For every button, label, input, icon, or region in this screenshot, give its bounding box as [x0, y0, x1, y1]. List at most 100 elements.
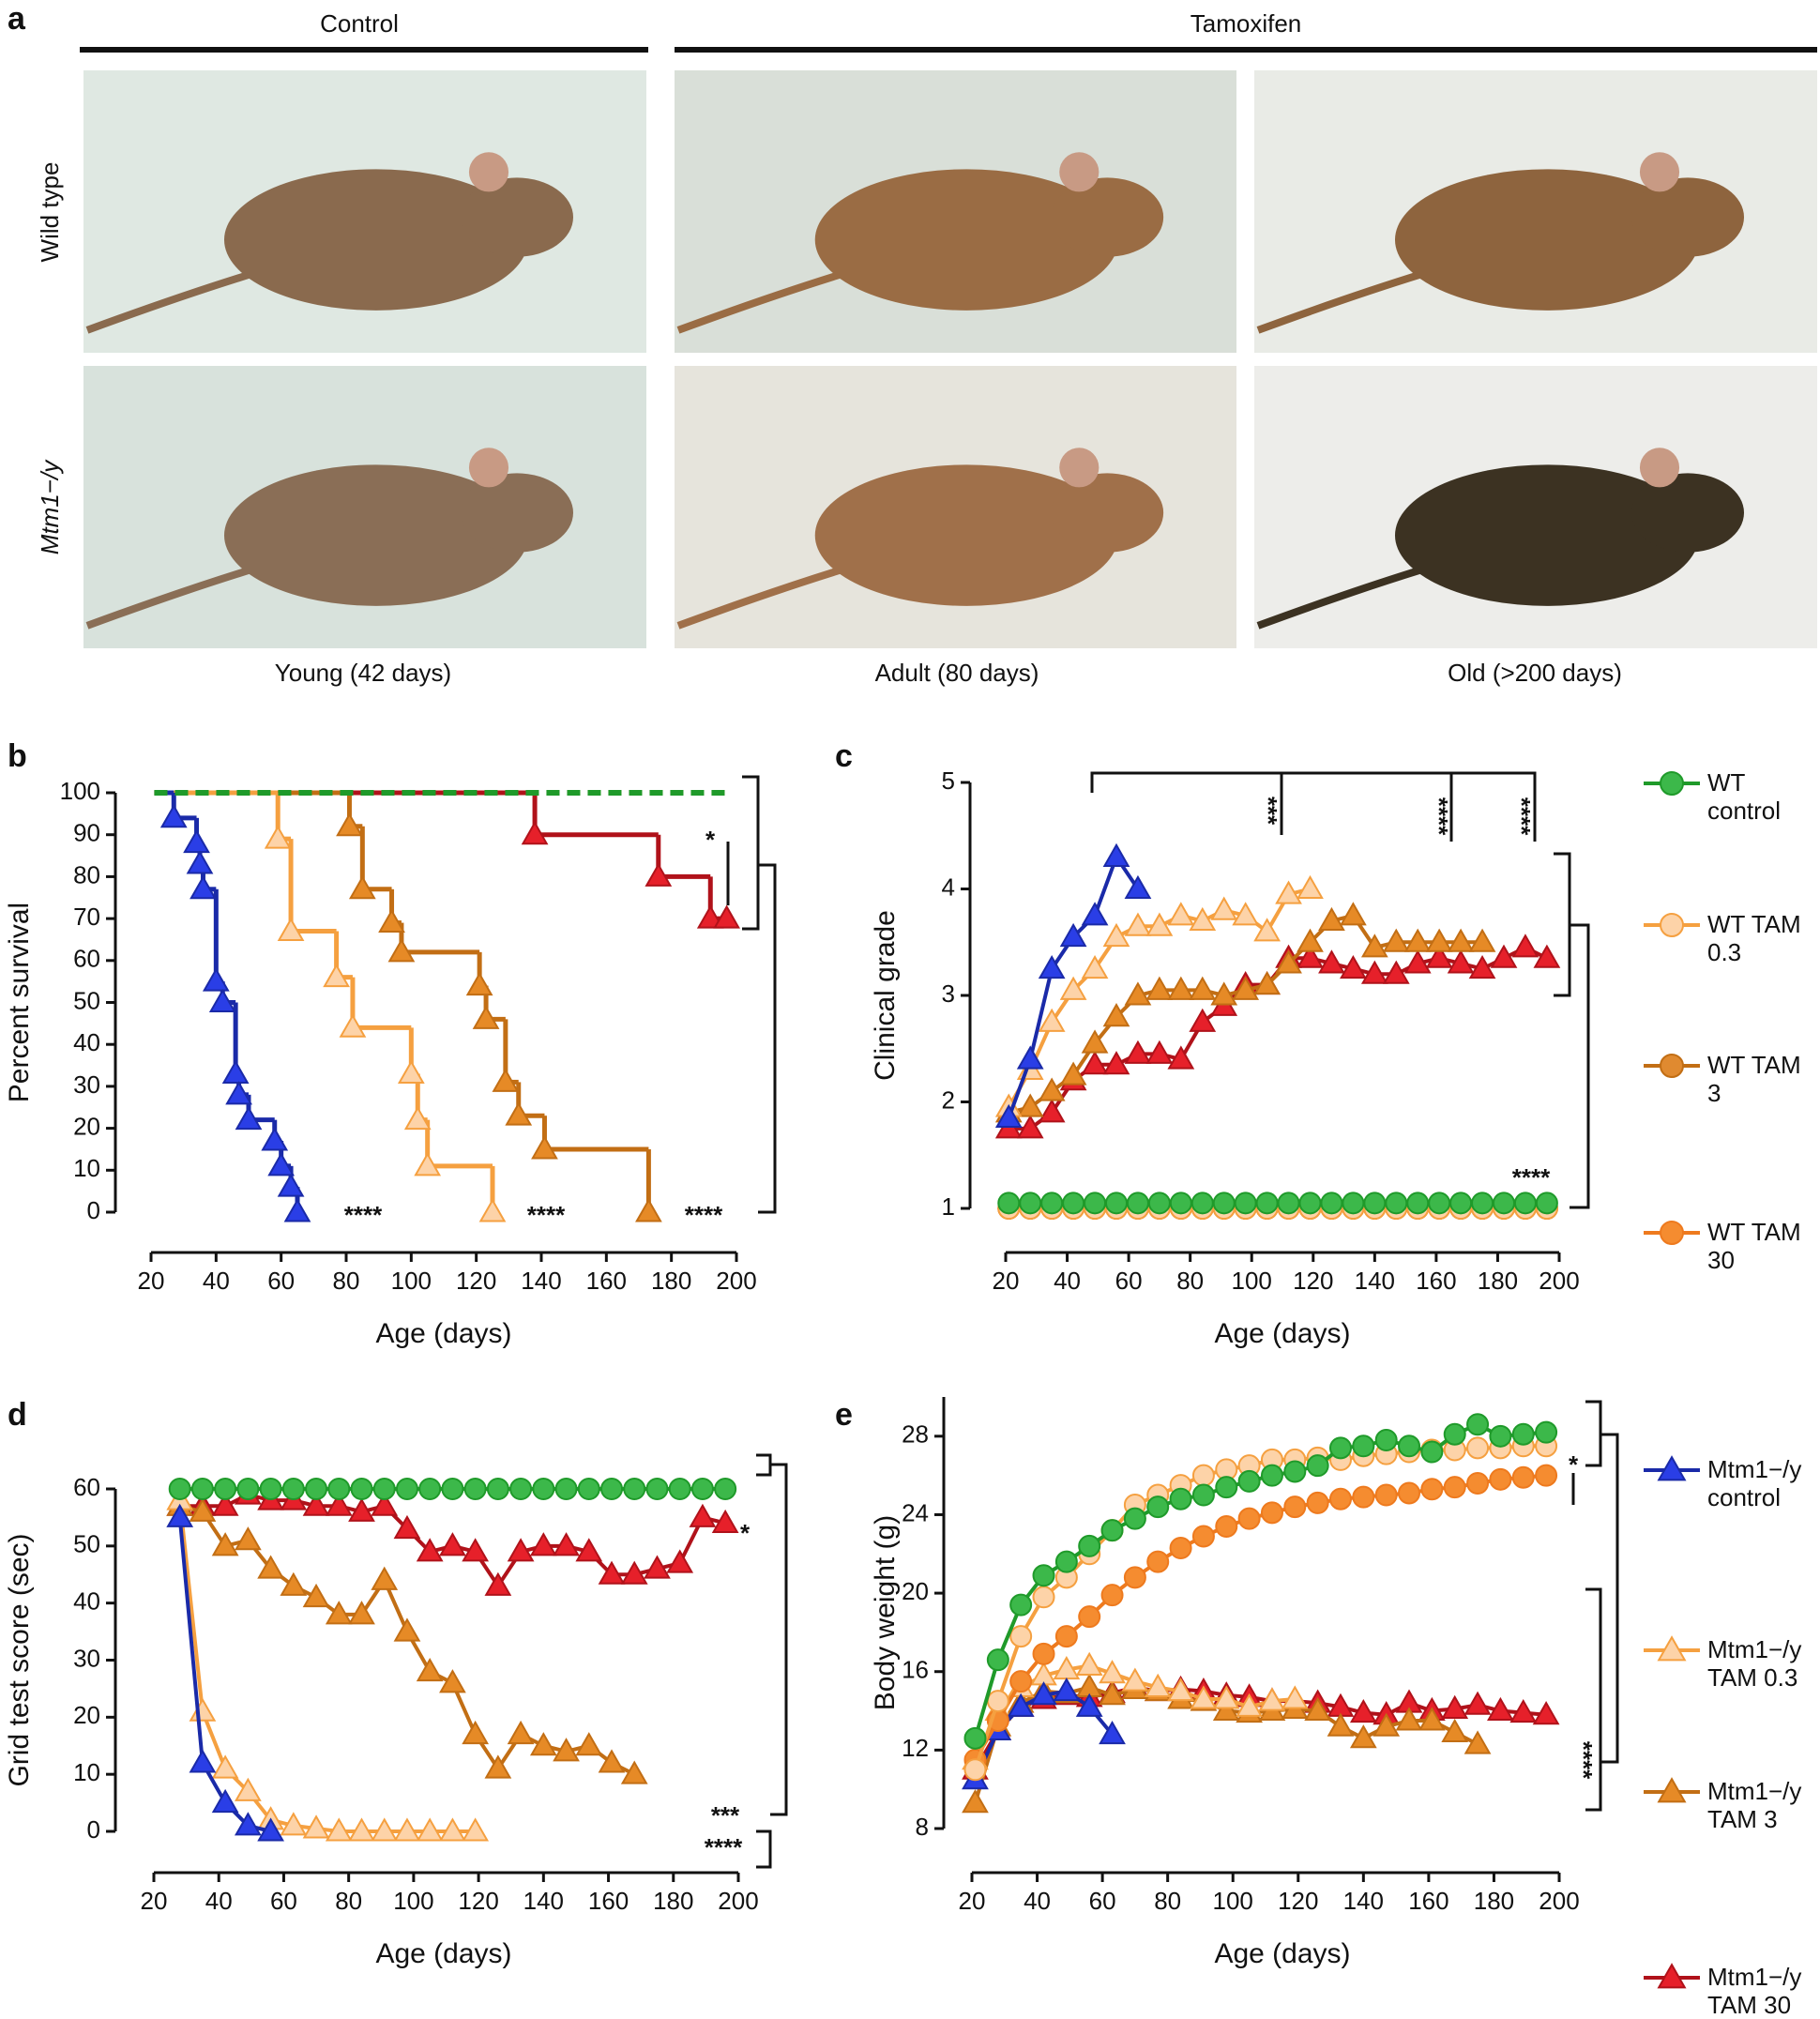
marker: [1234, 1192, 1257, 1215]
y-tick-label: 40: [73, 1028, 100, 1056]
marker: [1032, 1564, 1055, 1587]
marker: [1212, 1685, 1240, 1709]
marker: [202, 967, 230, 992]
x-tick-label: 200: [718, 1887, 758, 1915]
legend-label: Mtm1−/y TAM 0.3: [1707, 1635, 1802, 1692]
marker: [1306, 1491, 1329, 1514]
photo-ear: [468, 152, 509, 192]
marker: [1327, 1712, 1355, 1737]
photo-head: [461, 473, 573, 553]
x-tick-label: 100: [391, 1267, 432, 1295]
marker: [1054, 1625, 1078, 1648]
significance-bracket: [756, 1829, 772, 1869]
marker: [1167, 1045, 1195, 1070]
panel-letter: c: [835, 738, 853, 774]
series-line: [177, 1517, 272, 1833]
marker: [1054, 1550, 1078, 1573]
marker: [416, 1817, 444, 1842]
legend-label: WT TAM 0.3: [1707, 910, 1801, 966]
marker: [1190, 1685, 1218, 1709]
marker: [393, 1617, 421, 1642]
significance: ***: [1254, 797, 1282, 826]
marker: [1038, 954, 1066, 979]
legend-marker: [1660, 1221, 1684, 1245]
marker: [1236, 1693, 1263, 1717]
marker: [1062, 1192, 1085, 1215]
marker: [1078, 1534, 1101, 1557]
marker: [267, 1152, 296, 1176]
marker: [277, 1173, 305, 1197]
group-header: Tamoxifen: [1191, 9, 1302, 38]
y-tick-label: 60: [73, 945, 100, 973]
marker: [472, 1005, 500, 1029]
marker: [1297, 944, 1324, 968]
x-tick-label: 80: [1176, 1267, 1204, 1295]
significance: ****: [344, 1201, 383, 1229]
marker: [235, 1105, 263, 1131]
marker: [1007, 1693, 1035, 1717]
photo-body: [224, 464, 528, 606]
significance: ****: [705, 1833, 743, 1861]
marker: [1511, 1422, 1535, 1446]
marker: [189, 1749, 217, 1773]
marker: [1075, 1673, 1103, 1697]
marker: [1443, 1422, 1466, 1446]
marker: [484, 1754, 512, 1779]
marker: [553, 1532, 580, 1556]
marker: [1464, 1691, 1492, 1715]
marker: [348, 1601, 375, 1625]
marker: [986, 1648, 1009, 1672]
marker: [689, 1503, 717, 1527]
marker: [1275, 949, 1302, 974]
photo-head: [1051, 473, 1164, 553]
photo-ear: [1059, 152, 1100, 192]
marker: [1145, 976, 1174, 1000]
x-tick-label: 60: [270, 1887, 297, 1915]
marker: [507, 1538, 535, 1562]
x-tick-label: 200: [1539, 1267, 1579, 1295]
marker: [1260, 1464, 1283, 1487]
marker: [397, 1059, 425, 1084]
marker: [484, 1571, 512, 1596]
marker: [1212, 1192, 1236, 1215]
marker: [1490, 944, 1518, 968]
x-tick-label: 160: [1416, 1267, 1456, 1295]
y-tick-label: 16: [902, 1656, 929, 1684]
marker: [529, 1732, 557, 1756]
marker: [441, 1478, 464, 1500]
y-tick-label: 20: [73, 1701, 100, 1729]
y-tick-label: 10: [73, 1758, 100, 1786]
marker: [1360, 960, 1388, 984]
marker: [1283, 1495, 1307, 1519]
marker: [211, 1532, 239, 1556]
marker: [305, 1478, 328, 1500]
y-tick-label: 8: [916, 1813, 929, 1841]
marker: [1059, 1061, 1087, 1085]
marker: [1081, 1029, 1109, 1054]
x-tick-label: 160: [588, 1887, 629, 1915]
marker: [327, 1478, 351, 1500]
y-tick-label: 28: [902, 1420, 929, 1449]
marker: [963, 1726, 987, 1750]
marker: [714, 1478, 737, 1500]
marker: [236, 1478, 260, 1500]
marker: [418, 1478, 442, 1500]
marker: [1306, 1454, 1329, 1478]
marker: [531, 1135, 558, 1160]
marker: [1425, 928, 1453, 952]
legend-label: Mtm1−/y control: [1707, 1455, 1802, 1511]
marker: [1533, 944, 1561, 968]
marker: [1420, 1440, 1444, 1464]
marker: [1260, 1501, 1283, 1525]
x-tick-label: 80: [335, 1887, 362, 1915]
marker: [1189, 906, 1217, 932]
significance: ****: [1425, 797, 1453, 836]
marker: [666, 1549, 694, 1573]
x-tick-label: 120: [1293, 1267, 1333, 1295]
marker: [1078, 1605, 1101, 1629]
marker: [211, 1788, 239, 1814]
significance: *: [705, 826, 716, 854]
marker: [1189, 976, 1217, 1000]
marker: [1420, 1478, 1444, 1501]
